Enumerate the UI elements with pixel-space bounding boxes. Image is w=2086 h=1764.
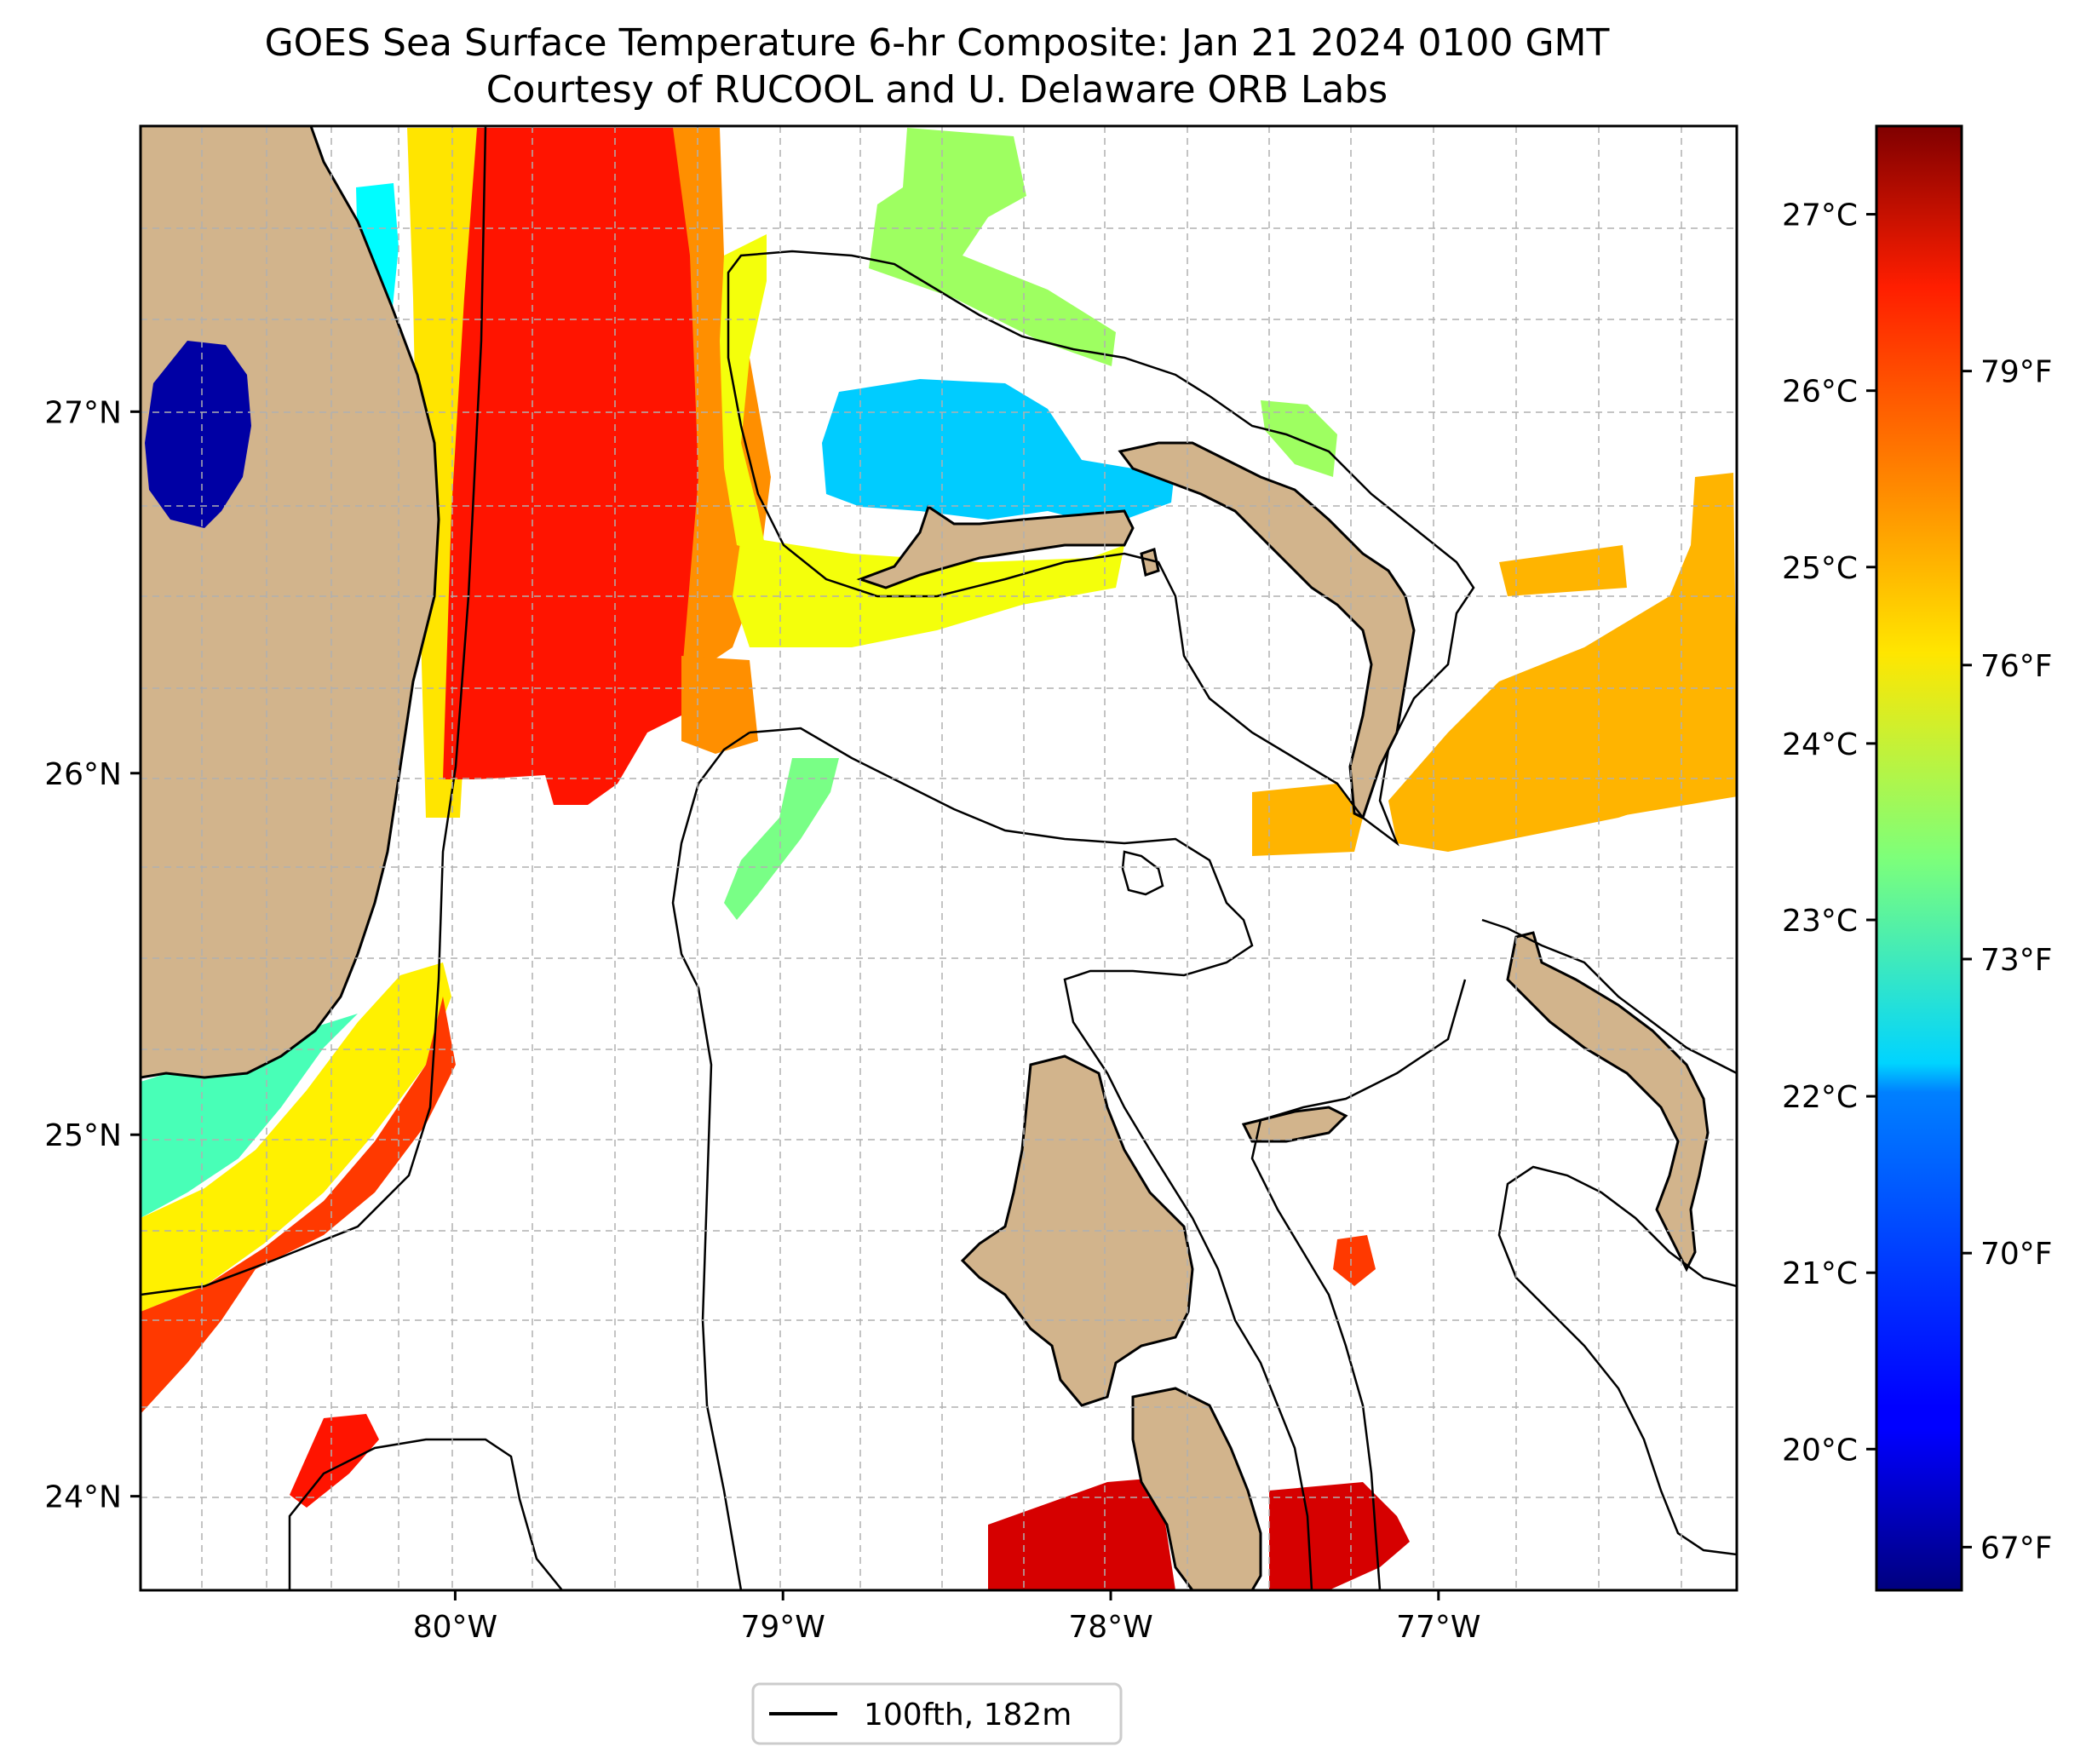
colorbar-gradient [1875, 124, 1963, 1592]
celsius-tick-label: 21°C [1782, 1256, 1858, 1291]
contour-bimini-west [671, 731, 750, 1590]
fahrenheit-tick-label: 70°F [1980, 1237, 2053, 1272]
legend-label: 100fth, 182m [864, 1698, 1072, 1732]
sst-layer [141, 128, 1737, 1590]
contour-tongue-of-ocean [1250, 979, 1467, 1590]
map-panel [141, 126, 1737, 1590]
andros-south [1131, 1387, 1262, 1590]
sst-patch-east-1 [1499, 545, 1627, 596]
contour-great-bahama-bank-west [749, 727, 1313, 1590]
colorbar-celsius-axis: 20°C 21°C 22°C 23°C 24°C 25°C 26°C 27°C [1782, 198, 1876, 1468]
sst-patch-gulf-stream-core [443, 128, 715, 805]
sst-patch-lbb-north [869, 128, 1116, 366]
sst-patch-east-3 [1252, 784, 1363, 856]
lat-tick-label: 24°N [44, 1480, 122, 1515]
legend-box [751, 1682, 1123, 1745]
contour-legend: 100fth, 182m [751, 1682, 1123, 1745]
contour-little-bahama-bank [727, 250, 1475, 847]
chart-title: GOES Sea Surface Temperature 6-hr Compos… [265, 21, 1610, 65]
lon-tick-label: 78°W [1068, 1610, 1152, 1645]
sst-patch-cay-sal [290, 1414, 379, 1508]
celsius-tick-label: 25°C [1782, 551, 1858, 586]
eleuthera-island [1506, 931, 1710, 1273]
lon-tick-label: 77°W [1396, 1610, 1480, 1645]
colorbar-fahrenheit-axis: 67°F 70°F 73°F 76°F 79°F [1962, 355, 2053, 1566]
fahrenheit-tick-label: 73°F [1980, 943, 2053, 978]
celsius-tick-label: 27°C [1782, 198, 1858, 233]
sst-patch-gbb-south-1 [988, 1478, 1175, 1590]
berry-islands [1140, 548, 1160, 577]
lake-okeechobee [145, 341, 251, 528]
map-gridlines [141, 126, 1737, 1590]
fahrenheit-tick-label: 67°F [1980, 1531, 2053, 1566]
celsius-tick-label: 22°C [1782, 1080, 1858, 1115]
sst-patch-nw-providence-band [733, 537, 1124, 647]
lat-tick-label: 26°N [44, 757, 122, 792]
celsius-tick-label: 23°C [1782, 904, 1858, 939]
fahrenheit-tick-label: 76°F [1980, 649, 2053, 684]
lat-tick-label: 27°N [44, 395, 122, 430]
celsius-tick-label: 26°C [1782, 375, 1858, 410]
sst-patch-east-2 [1388, 473, 1737, 852]
sst-patch-lbb-cold [822, 379, 1175, 524]
lon-tick-label: 79°W [741, 1610, 825, 1645]
fahrenheit-tick-label: 79°F [1980, 355, 2053, 390]
latitude-axis: 27°N 26°N 25°N 24°N [44, 395, 141, 1515]
chart-subtitle: Courtesy of RUCOOL and U. Delaware ORB L… [486, 68, 1388, 112]
contour-cay-sal [288, 1438, 563, 1590]
contour-florida-shelf [141, 126, 487, 1296]
map-frame [139, 124, 1738, 1592]
colorbar: 20°C 21°C 22°C 23°C 24°C 25°C 26°C 27°C 67°F 70°… [1782, 124, 2053, 1592]
sst-patch-grand-bahama-north [720, 234, 767, 554]
sst-patch-straits-sw [141, 997, 456, 1414]
contour-new-providence [1121, 850, 1164, 896]
sst-patch-florida-north-strip [356, 183, 399, 315]
celsius-tick-label: 24°C [1782, 727, 1858, 762]
contour-exuma-sound [1481, 918, 1737, 1556]
sst-patch-bimini [724, 758, 839, 920]
sst-patch-east-4 [1601, 758, 1737, 818]
contour-layer [141, 126, 1737, 1590]
celsius-tick-label: 20°C [1782, 1433, 1858, 1468]
lat-tick-label: 25°N [44, 1118, 122, 1153]
lon-tick-label: 80°W [413, 1610, 497, 1645]
grand-bahama-island [856, 504, 1135, 589]
sst-patch-tongue-of-ocean [1333, 1235, 1376, 1286]
sst-patch-core-east [681, 656, 758, 754]
longitude-axis: 80°W 79°W 78°W 77°W [413, 1590, 1481, 1645]
